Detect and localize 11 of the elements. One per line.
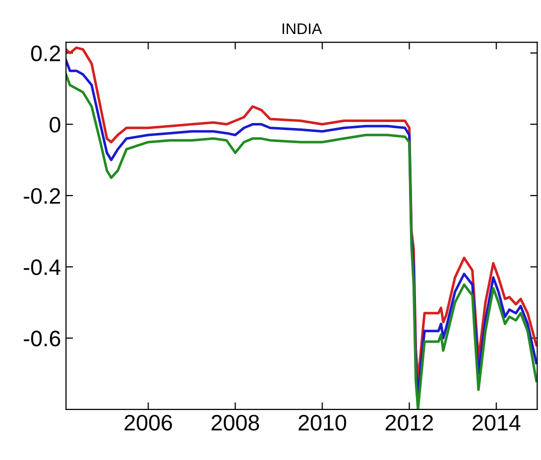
y-tick-label: -0.4 <box>24 259 60 276</box>
x-tick-label: 2006 <box>124 414 172 431</box>
y-tick-label: 0 <box>50 116 60 133</box>
y-tick-label: 0.2 <box>31 46 60 62</box>
x-tick-label: 2010 <box>298 414 346 431</box>
y-tick-label: -0.6 <box>24 330 60 346</box>
chart-title: INDIA <box>282 23 322 34</box>
x-tick-label: 2014 <box>472 414 520 431</box>
x-tick-label: 2012 <box>386 414 433 431</box>
x-tick-label: 2008 <box>212 414 260 431</box>
y-tick-label: -0.2 <box>24 188 60 204</box>
